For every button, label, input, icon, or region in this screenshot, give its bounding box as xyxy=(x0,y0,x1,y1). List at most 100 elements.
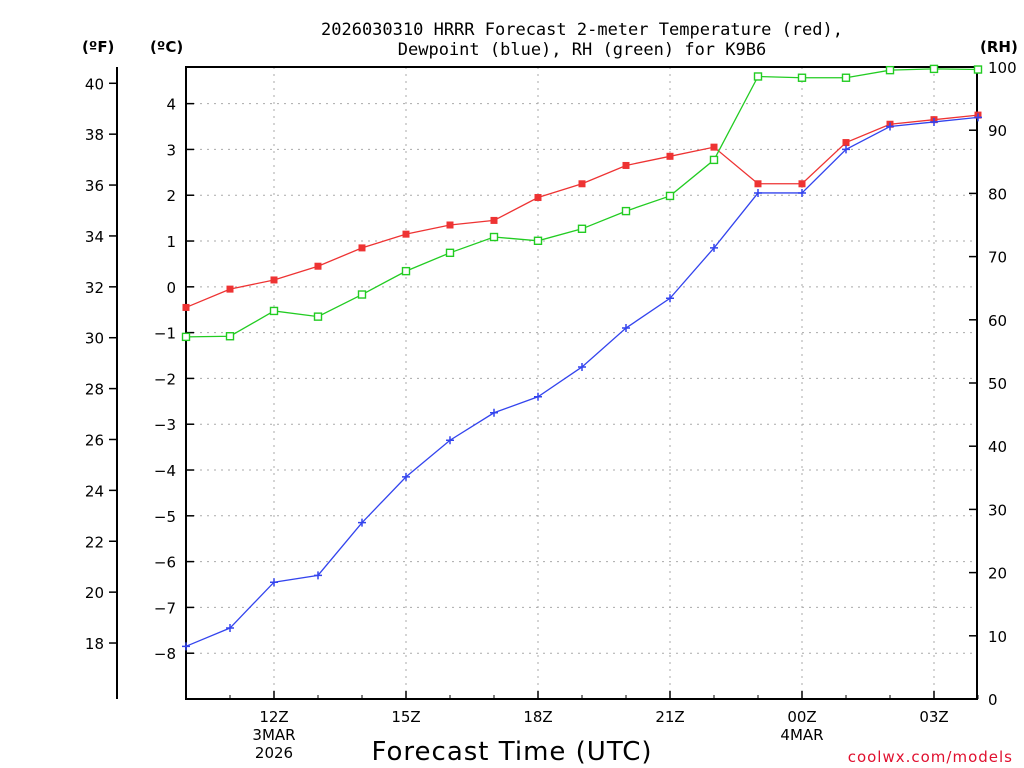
rh-point xyxy=(753,72,763,81)
temperature-point xyxy=(842,139,850,147)
plot-frame xyxy=(185,66,978,700)
dewpoint-point xyxy=(622,324,630,333)
rh-tick-label: 40 xyxy=(988,438,1007,456)
rh-point xyxy=(709,155,719,165)
data-series xyxy=(181,64,983,651)
rh-point xyxy=(797,73,807,82)
celsius-tick-label: 3 xyxy=(166,141,176,159)
temperature-line xyxy=(185,114,979,309)
rh-tick-label: 20 xyxy=(988,565,1007,583)
rh-line xyxy=(185,68,979,338)
x-tick-label: 21Z xyxy=(655,708,684,726)
celsius-tick-label: 4 xyxy=(166,96,176,114)
rh-point xyxy=(313,312,323,321)
rh-tick-label: 90 xyxy=(988,122,1007,140)
celsius-tick-label: 1 xyxy=(166,233,176,251)
celsius-tick-label: −5 xyxy=(154,508,176,526)
celsius-unit-label: (ºC) xyxy=(150,38,183,56)
fahrenheit-tick-label: 26 xyxy=(85,431,104,449)
dewpoint-point xyxy=(490,408,498,417)
fahrenheit-tick-label: 24 xyxy=(85,482,104,500)
temperature-point xyxy=(314,262,322,270)
fahrenheit-tick-label: 30 xyxy=(85,330,104,348)
dewpoint-line xyxy=(185,116,979,647)
celsius-tick-label: 0 xyxy=(166,279,176,297)
dewpoint-point xyxy=(842,145,850,154)
fahrenheit-tick-label: 18 xyxy=(85,635,104,653)
dewpoint-point xyxy=(270,578,278,587)
dewpoint-point xyxy=(402,472,410,481)
temperature-point xyxy=(754,180,762,188)
rh-point xyxy=(489,232,499,242)
rh-tick-label: 0 xyxy=(988,691,998,709)
fahrenheit-tick-label: 22 xyxy=(85,533,104,551)
rh-tick-label: 100 xyxy=(988,59,1017,77)
dewpoint-point xyxy=(534,392,542,401)
rh-point xyxy=(841,73,851,82)
rh-point xyxy=(973,65,983,74)
fahrenheit-tick-label: 40 xyxy=(85,75,104,93)
celsius-tick-label: −8 xyxy=(154,645,176,663)
rh-point xyxy=(577,224,587,233)
rh-tick-label: 70 xyxy=(988,249,1007,267)
dewpoint-point xyxy=(798,188,806,197)
fahrenheit-tick-label: 34 xyxy=(85,228,104,246)
dewpoint-point xyxy=(974,113,982,122)
x-tick-label: 18Z xyxy=(523,708,552,726)
temperature-point xyxy=(182,303,190,311)
rh-unit-label: (RH) xyxy=(980,38,1018,56)
rh-tick-label: 10 xyxy=(988,628,1007,646)
fahrenheit-tick-label: 36 xyxy=(85,177,104,195)
temperature-point xyxy=(270,276,278,284)
dewpoint-point xyxy=(710,243,718,252)
dewpoint-point xyxy=(886,122,894,131)
x-tick-label: 12Z xyxy=(259,708,288,726)
rh-point xyxy=(445,248,455,258)
celsius-tick-label: 2 xyxy=(166,187,176,205)
temperature-point xyxy=(446,221,454,229)
dewpoint-point xyxy=(226,624,234,633)
axis-ticks: −8−7−6−5−4−3−2−1012341820222426283032343… xyxy=(85,59,1017,762)
rh-point xyxy=(621,206,631,216)
celsius-tick-label: −1 xyxy=(154,325,176,343)
rh-point xyxy=(533,236,543,246)
dewpoint-point xyxy=(578,362,586,371)
grid-lines xyxy=(186,67,977,699)
x-tick-label: 00Z xyxy=(787,708,816,726)
temperature-point xyxy=(666,152,674,160)
x-tick-label: 4MAR xyxy=(780,726,823,744)
temperature-point xyxy=(358,244,366,252)
rh-point xyxy=(225,332,235,341)
rh-point xyxy=(885,65,895,75)
temperature-point xyxy=(798,180,806,188)
rh-tick-label: 50 xyxy=(988,375,1007,393)
fahrenheit-tick-label: 20 xyxy=(85,584,104,602)
temperature-point xyxy=(622,161,630,169)
temperature-point xyxy=(490,216,498,224)
celsius-tick-label: −2 xyxy=(154,370,176,388)
dewpoint-point xyxy=(754,188,762,197)
credit-label: coolwx.com/models xyxy=(848,748,1013,766)
rh-tick-label: 60 xyxy=(988,312,1007,330)
fahrenheit-unit-label: (ºF) xyxy=(82,38,114,56)
temperature-point xyxy=(534,194,542,202)
celsius-tick-label: −7 xyxy=(154,599,176,617)
rh-tick-label: 80 xyxy=(988,185,1007,203)
celsius-tick-label: −6 xyxy=(154,554,176,572)
fahrenheit-tick-label: 28 xyxy=(85,381,104,399)
x-tick-label: 15Z xyxy=(391,708,420,726)
rh-point xyxy=(269,306,279,316)
celsius-tick-label: −3 xyxy=(154,416,176,434)
rh-tick-label: 30 xyxy=(988,501,1007,519)
fahrenheit-tick-label: 38 xyxy=(85,126,104,144)
dewpoint-point xyxy=(182,642,190,651)
chart-title-line-1: 2026030310 HRRR Forecast 2-meter Tempera… xyxy=(321,20,843,40)
temperature-point xyxy=(578,180,586,188)
rh-point xyxy=(181,332,191,342)
x-tick-label: 3MAR xyxy=(252,726,295,744)
celsius-tick-label: −4 xyxy=(154,462,176,480)
dewpoint-point xyxy=(446,436,454,445)
x-tick-label: 03Z xyxy=(919,708,948,726)
temperature-point xyxy=(226,285,234,293)
